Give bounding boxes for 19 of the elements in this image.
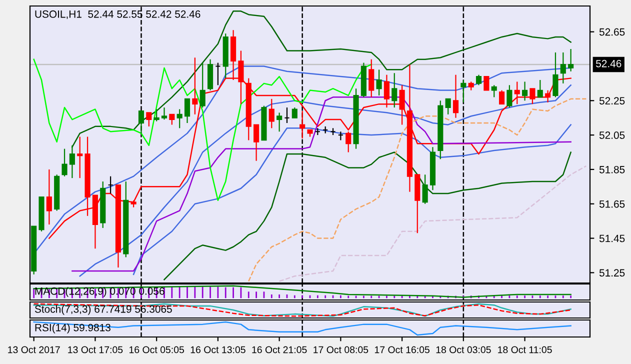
x-tick-label: 18 Oct 11:05 bbox=[498, 346, 552, 354]
y-tick-label: 52.05 bbox=[599, 132, 625, 139]
y-tick-label: 51.65 bbox=[599, 200, 625, 208]
y-tick-label: 51.45 bbox=[599, 234, 625, 242]
x-tick-label: 18 Oct 03:05 bbox=[436, 346, 491, 354]
y-tick-label: 51.25 bbox=[599, 269, 625, 277]
chart-title: RSI(14) 59.9813 bbox=[35, 324, 110, 334]
chart-title: USOIL,H1 52.44 52.55 52.42 52.46 bbox=[35, 10, 200, 20]
x-tick-label: 16 Oct 13:05 bbox=[190, 346, 246, 354]
x-tick-label: 17 Oct 08:05 bbox=[314, 346, 368, 354]
y-tick-label: 52.25 bbox=[599, 97, 625, 105]
y-tick-label: 52.65 bbox=[599, 28, 625, 36]
x-tick-label: 13 Oct 2017 bbox=[8, 346, 60, 354]
y-tick-label: 51.85 bbox=[599, 166, 625, 174]
x-tick-label: 16 Oct 05:05 bbox=[129, 346, 184, 354]
x-tick-label: 17 Oct 16:05 bbox=[374, 346, 430, 354]
x-tick-label: 13 Oct 17:05 bbox=[68, 346, 123, 354]
x-tick-label: 16 Oct 21:05 bbox=[252, 346, 307, 354]
ref-line-label: 52.46 bbox=[596, 60, 622, 68]
